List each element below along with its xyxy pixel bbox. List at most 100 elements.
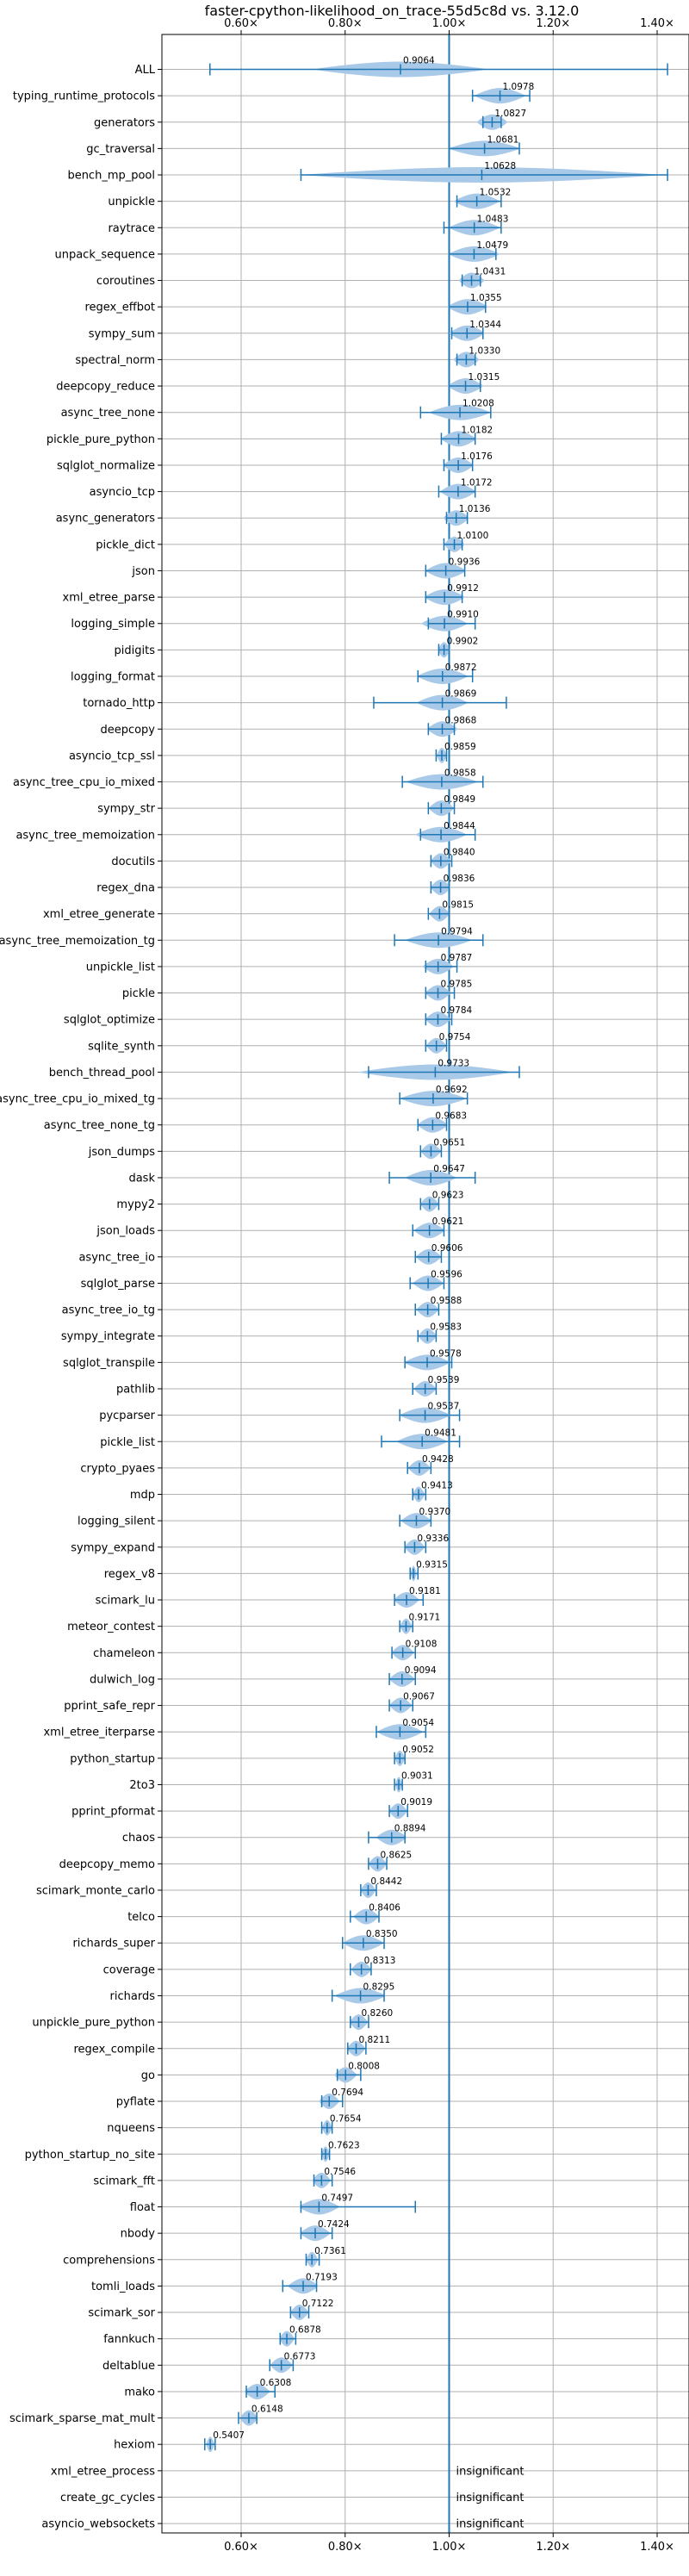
benchmark-label: bench_thread_pool bbox=[49, 1067, 155, 1080]
benchmark-label: bench_mp_pool bbox=[67, 170, 155, 183]
value-label: 0.6773 bbox=[284, 2351, 316, 2361]
value-label: 1.0100 bbox=[457, 531, 489, 541]
benchmark-label: pathlib bbox=[116, 1384, 155, 1397]
value-label: 0.7654 bbox=[330, 2114, 362, 2125]
x-tick-label-top: 1.40× bbox=[640, 17, 674, 30]
benchmark-label: crypto_pyaes bbox=[80, 1462, 155, 1475]
benchmark-label: asyncio_websockets bbox=[41, 2518, 155, 2531]
benchmark-label: richards_super bbox=[72, 1938, 155, 1951]
benchmark-label: float bbox=[130, 2201, 155, 2214]
value-label: 0.6148 bbox=[251, 2405, 283, 2415]
benchmark-label: pprint_pformat bbox=[71, 1806, 155, 1819]
benchmark-label: mdp bbox=[130, 1489, 155, 1502]
insignificant-label: insignificant bbox=[456, 2465, 525, 2478]
benchmark-label: scimark_monte_carlo bbox=[36, 1884, 155, 1897]
benchmark-label: xml_etree_iterparse bbox=[43, 1727, 155, 1739]
benchmark-label: async_tree_none_tg bbox=[44, 1119, 155, 1132]
benchmark-label: async_tree_none bbox=[61, 407, 155, 420]
benchmark-label: mypy2 bbox=[116, 1198, 155, 1211]
benchmark-label: xml_etree_process bbox=[51, 2465, 155, 2478]
x-tick-label-bottom: 0.80× bbox=[328, 2541, 363, 2554]
value-label: 0.9428 bbox=[422, 1454, 454, 1465]
benchmark-label: gc_traversal bbox=[86, 143, 155, 156]
value-label: 1.0827 bbox=[494, 109, 526, 119]
value-label: 0.9606 bbox=[431, 1243, 463, 1254]
value-label: 0.6308 bbox=[260, 2378, 292, 2388]
benchmark-label: comprehensions bbox=[63, 2254, 155, 2267]
value-label: 0.9583 bbox=[430, 1322, 462, 1333]
value-label: 0.8211 bbox=[358, 2035, 390, 2045]
benchmark-label: unpickle_pure_python bbox=[32, 2017, 155, 2030]
value-label: 0.9859 bbox=[444, 742, 476, 752]
benchmark-label: scimark_sor bbox=[88, 2307, 155, 2320]
value-label: 0.9481 bbox=[425, 1428, 456, 1438]
value-label: 0.8350 bbox=[366, 1929, 398, 1939]
value-label: 0.7546 bbox=[324, 2167, 356, 2177]
insignificant-label: insignificant bbox=[456, 2492, 525, 2504]
value-label: 0.9844 bbox=[444, 821, 475, 831]
value-label: 0.9787 bbox=[441, 953, 473, 963]
value-label: 1.0176 bbox=[461, 451, 493, 462]
benchmark-label: scimark_sparse_mat_mult bbox=[9, 2412, 155, 2425]
value-label: 0.9785 bbox=[441, 980, 473, 990]
benchmark-label: python_startup bbox=[70, 1752, 155, 1765]
benchmark-label: chaos bbox=[122, 1832, 155, 1845]
value-label: 0.9849 bbox=[444, 794, 475, 805]
benchmark-label: xml_etree_generate bbox=[43, 908, 155, 921]
x-tick-label-top: 0.60× bbox=[224, 17, 258, 30]
value-label: 0.9683 bbox=[435, 1111, 467, 1122]
benchmark-label: regex_effbot bbox=[84, 302, 155, 314]
value-label: 0.9910 bbox=[447, 610, 479, 620]
benchmark-label: xml_etree_parse bbox=[63, 592, 155, 605]
benchmark-label: nbody bbox=[121, 2228, 156, 2241]
benchmark-label: async_tree_io bbox=[78, 1251, 155, 1264]
value-label: 0.9370 bbox=[419, 1507, 450, 1517]
benchmark-label: scimark_fft bbox=[93, 2175, 155, 2187]
benchmark-label: scimark_lu bbox=[96, 1595, 155, 1608]
benchmark-label: hexiom bbox=[114, 2439, 155, 2452]
benchmark-label: logging_format bbox=[71, 670, 155, 683]
benchmark-label: sqlglot_parse bbox=[81, 1278, 155, 1291]
benchmark-label: json_loads bbox=[96, 1225, 155, 1238]
benchmark-label: pycparser bbox=[99, 1409, 155, 1422]
value-label: 0.9912 bbox=[447, 583, 479, 594]
value-label: 0.9872 bbox=[445, 663, 477, 673]
benchmark-label: richards bbox=[110, 1990, 156, 2003]
benchmark-label: sympy_integrate bbox=[61, 1330, 155, 1343]
value-label: 0.7623 bbox=[328, 2140, 360, 2150]
benchmark-label: async_tree_memoization bbox=[16, 829, 155, 842]
value-label: 1.0172 bbox=[461, 478, 493, 488]
benchmark-label: sqlite_synth bbox=[88, 1040, 155, 1053]
benchmark-label: pickle_list bbox=[100, 1436, 155, 1449]
x-tick-label-bottom: 1.40× bbox=[640, 2541, 674, 2554]
benchmark-label: 2to3 bbox=[129, 1779, 155, 1792]
benchmark-label: coverage bbox=[103, 1963, 155, 1976]
benchmark-label: deepcopy_reduce bbox=[56, 381, 155, 394]
value-label: 0.5407 bbox=[213, 2430, 245, 2441]
value-label: 0.9064 bbox=[403, 56, 435, 66]
value-label: 0.9794 bbox=[441, 926, 473, 936]
value-label: 0.9651 bbox=[433, 1137, 465, 1148]
benchmark-label: deepcopy_memo bbox=[59, 1858, 155, 1871]
value-label: 0.9692 bbox=[436, 1085, 468, 1095]
value-label: 1.0532 bbox=[480, 188, 512, 198]
benchmark-label: dulwich_log bbox=[90, 1673, 155, 1686]
value-label: 0.7694 bbox=[332, 2088, 363, 2098]
value-label: 0.9052 bbox=[402, 1745, 434, 1755]
value-label: 0.9621 bbox=[432, 1216, 464, 1227]
chart-title: faster-cpython-likelihood_on_trace-55d5c… bbox=[205, 3, 580, 20]
benchmark-label: sqlglot_optimize bbox=[64, 1014, 155, 1027]
labels-layer: 0.60× 0.60× 0.80× 0.80× 1.00× 1.00× 1.20× 1.20×… bbox=[0, 17, 674, 2554]
value-label: 0.9754 bbox=[439, 1032, 471, 1042]
value-label: 0.9578 bbox=[430, 1348, 462, 1359]
value-label: 1.0315 bbox=[469, 372, 500, 383]
benchmark-label: generators bbox=[94, 116, 155, 129]
value-label: 0.8295 bbox=[363, 1982, 395, 1992]
benchmark-label: raytrace bbox=[108, 222, 155, 235]
benchmark-label: meteor_contest bbox=[67, 1621, 155, 1633]
value-label: 0.9936 bbox=[449, 557, 481, 567]
value-label: 0.9815 bbox=[442, 900, 474, 911]
benchmark-label: async_tree_memoization_tg bbox=[0, 935, 155, 948]
benchmark-label: telco bbox=[127, 1911, 155, 1924]
benchmark-label: sympy_sum bbox=[89, 327, 155, 340]
